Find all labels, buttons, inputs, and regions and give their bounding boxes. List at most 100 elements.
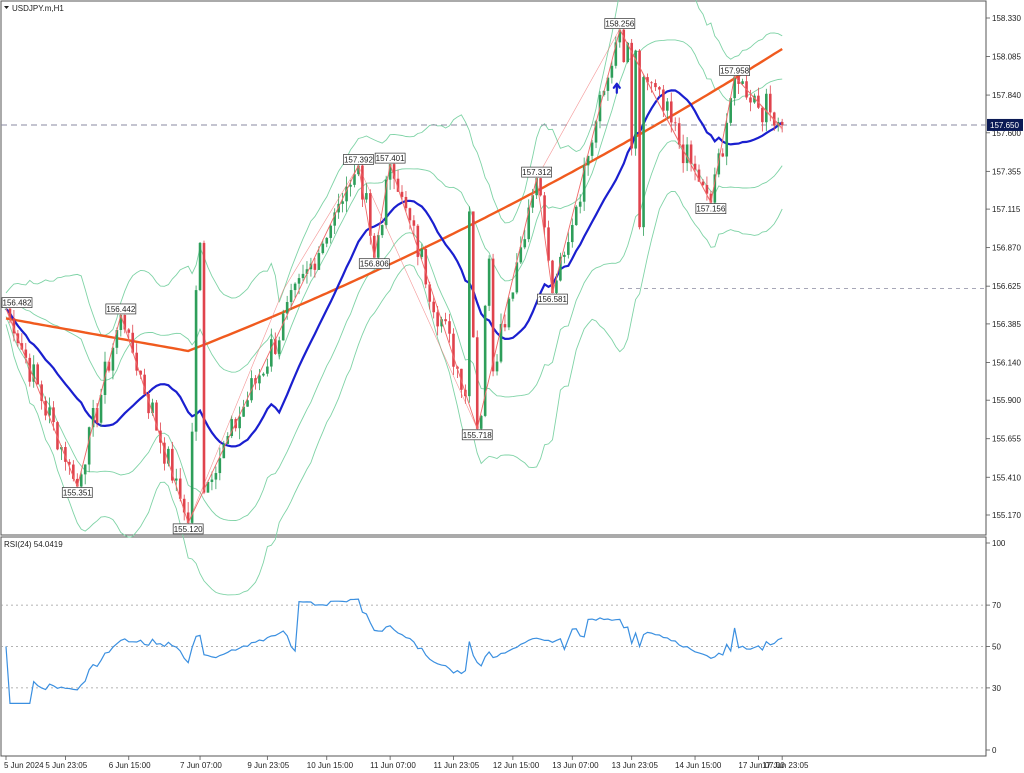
price-tick-label: 156.140	[992, 358, 1021, 367]
time-tick-label: 11 Jun 23:05	[433, 761, 479, 770]
current-price-label: 157.650	[990, 121, 1019, 130]
rsi-panel-frame	[0, 536, 987, 757]
candle	[376, 232, 380, 262]
time-tick-label: 5 Jun 2024	[4, 761, 44, 770]
chevron-down-icon[interactable]	[4, 6, 9, 9]
moving-averages	[5, 47, 783, 448]
price-axis: 158.330 158.085 157.840 157.600 157.355 157.1…	[986, 14, 1021, 520]
candle	[309, 257, 313, 277]
candle	[642, 75, 645, 236]
rsi-tick-label: 100	[992, 539, 1006, 548]
zigzag-label: 155.718	[461, 429, 493, 441]
candle	[452, 328, 455, 375]
candle	[313, 257, 317, 278]
candles	[4, 19, 784, 528]
candle	[40, 380, 43, 410]
candle	[618, 29, 622, 48]
candle	[689, 140, 693, 172]
candle	[705, 176, 709, 201]
candle	[131, 324, 135, 354]
candle	[416, 224, 420, 266]
candle	[780, 118, 784, 133]
rsi-panel	[1, 598, 986, 704]
zigzag-label: 156.442	[105, 303, 137, 315]
candle	[673, 117, 677, 132]
candle	[523, 229, 527, 250]
candle	[400, 185, 404, 201]
time-tick-label: 9 Jun 23:05	[247, 761, 289, 770]
candle	[83, 464, 87, 485]
price-tick-label: 157.840	[992, 91, 1021, 100]
zigzag-label: 158.256	[604, 18, 636, 29]
main-panel-frame	[0, 0, 987, 536]
candle	[606, 74, 610, 101]
candle	[182, 494, 186, 521]
zigzag-label: 157.958	[719, 65, 750, 76]
candle	[262, 372, 265, 377]
candle	[123, 314, 127, 334]
bollinger-upper-2	[5, 0, 783, 336]
candle	[230, 415, 234, 439]
candle	[365, 183, 368, 203]
candle	[333, 208, 336, 235]
candle	[586, 155, 590, 176]
candle	[614, 36, 618, 69]
candle	[404, 191, 408, 212]
candle	[685, 137, 689, 172]
dashed-levels	[1, 124, 986, 289]
candle	[428, 281, 432, 310]
rsi-line	[5, 598, 783, 704]
candle	[693, 155, 697, 181]
candle	[12, 309, 16, 342]
candle	[28, 353, 32, 387]
zigzag-label: 155.351	[61, 487, 93, 498]
zigzag-label-text: 156.581	[538, 295, 567, 304]
candle	[495, 354, 499, 376]
zigzag-label: 156.806	[358, 258, 390, 270]
candle	[305, 261, 309, 284]
candle	[384, 175, 388, 229]
zigzag-labels: 156.482 155.351 156.442 155.120 157.392 156.8…	[1, 18, 750, 535]
candle	[567, 231, 570, 259]
candle	[471, 211, 475, 338]
candle	[765, 88, 768, 132]
time-tick-label: 10 Jun 15:00	[307, 761, 354, 770]
candle	[610, 60, 614, 84]
candle	[638, 48, 641, 230]
ma-slow-line	[5, 47, 783, 353]
candle	[511, 292, 515, 302]
candle	[218, 447, 222, 481]
price-tick-label: 158.085	[992, 53, 1021, 62]
candle	[559, 252, 562, 282]
time-tick-label: 5 Jun 23:05	[45, 761, 87, 770]
candle	[242, 399, 245, 417]
ma-fast-line	[5, 89, 783, 448]
candle	[32, 355, 36, 388]
candle	[361, 164, 364, 207]
candle	[729, 96, 732, 126]
candle	[444, 312, 447, 325]
candle	[507, 296, 511, 331]
time-tick-label: 17 Jun 07:00	[738, 761, 785, 770]
candle	[412, 215, 416, 237]
candle	[273, 332, 277, 355]
candle	[214, 466, 218, 490]
candle	[733, 76, 736, 106]
candle	[325, 236, 329, 248]
candle	[547, 220, 550, 263]
candle	[52, 401, 55, 431]
price-tick-label: 158.330	[992, 14, 1021, 23]
candle	[491, 253, 495, 377]
rsi-axis: 100 70 50 30 0	[986, 539, 1006, 755]
candle	[266, 358, 269, 377]
candle	[202, 240, 206, 495]
time-axis: 5 Jun 2024 5 Jun 23:05 6 Jun 15:00 7 Jun 07…	[4, 756, 809, 770]
candle	[539, 177, 542, 197]
candle	[701, 178, 705, 187]
bollinger-upper-1	[6, 39, 783, 382]
zigzag-label-text: 155.718	[463, 431, 492, 440]
candle	[99, 388, 103, 427]
candle	[578, 194, 582, 214]
candle	[666, 98, 669, 119]
candle	[270, 328, 273, 372]
